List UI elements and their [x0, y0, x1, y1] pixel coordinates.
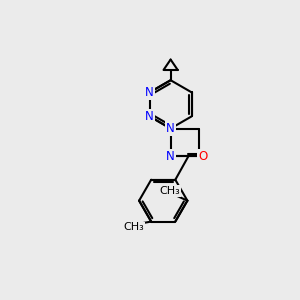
Text: N: N [145, 110, 154, 123]
Text: N: N [166, 150, 175, 163]
Text: N: N [145, 86, 154, 99]
Text: CH₃: CH₃ [123, 222, 144, 233]
Text: O: O [198, 150, 208, 163]
Text: CH₃: CH₃ [159, 186, 180, 196]
Text: N: N [166, 122, 175, 135]
